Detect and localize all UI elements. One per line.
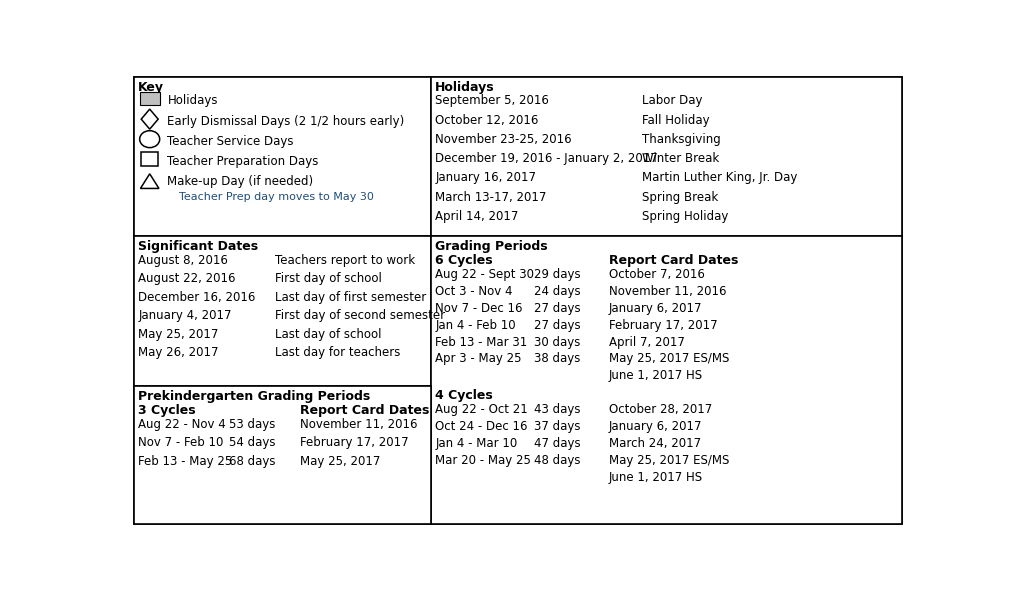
Text: Fall Holiday: Fall Holiday: [642, 114, 710, 127]
Text: Significant Dates: Significant Dates: [139, 240, 258, 253]
Text: Apr 3 - May 25: Apr 3 - May 25: [436, 352, 522, 365]
Text: Spring Break: Spring Break: [642, 191, 718, 203]
Text: First day of school: First day of school: [275, 273, 382, 286]
Bar: [431, 236, 902, 524]
Text: Labor Day: Labor Day: [642, 95, 703, 108]
Text: Aug 22 - Oct 21: Aug 22 - Oct 21: [436, 403, 528, 416]
Text: 3 Cycles: 3 Cycles: [139, 404, 196, 417]
Text: June 1, 2017 HS: June 1, 2017 HS: [609, 369, 703, 383]
Text: 48 days: 48 days: [534, 454, 580, 467]
Text: 37 days: 37 days: [534, 420, 580, 433]
Text: Grading Periods: Grading Periods: [436, 240, 548, 253]
Text: January 4, 2017: January 4, 2017: [139, 309, 232, 322]
Text: 4 Cycles: 4 Cycles: [436, 389, 493, 402]
Text: 30 days: 30 days: [534, 336, 580, 349]
Text: August 8, 2016: August 8, 2016: [139, 254, 228, 267]
Text: November 23-25, 2016: November 23-25, 2016: [436, 133, 572, 146]
Bar: [140, 92, 160, 105]
Text: Spring Holiday: Spring Holiday: [642, 210, 728, 223]
Text: Teacher Preparation Days: Teacher Preparation Days: [168, 155, 318, 168]
Text: 6 Cycles: 6 Cycles: [436, 254, 493, 267]
Text: October 28, 2017: October 28, 2017: [609, 403, 712, 416]
Text: Nov 7 - Feb 10: Nov 7 - Feb 10: [139, 436, 223, 449]
Text: 27 days: 27 days: [534, 302, 580, 315]
Text: February 17, 2017: February 17, 2017: [609, 318, 717, 331]
Bar: [134, 77, 431, 236]
Text: February 17, 2017: February 17, 2017: [300, 436, 408, 449]
Text: Teacher Prep day moves to May 30: Teacher Prep day moves to May 30: [179, 192, 374, 202]
Text: Nov 7 - Dec 16: Nov 7 - Dec 16: [436, 302, 523, 315]
Text: Martin Luther King, Jr. Day: Martin Luther King, Jr. Day: [642, 171, 797, 184]
Text: 68 days: 68 days: [229, 455, 276, 468]
Text: November 11, 2016: November 11, 2016: [300, 418, 418, 431]
Text: Make-up Day (if needed): Make-up Day (if needed): [168, 174, 313, 187]
Text: Jan 4 - Feb 10: Jan 4 - Feb 10: [436, 318, 516, 331]
Text: Last day of school: Last day of school: [275, 328, 382, 341]
Text: First day of second semester: First day of second semester: [275, 309, 445, 322]
Text: 43 days: 43 days: [534, 403, 580, 416]
Text: January 6, 2017: January 6, 2017: [609, 420, 702, 433]
Bar: [431, 77, 902, 236]
Text: June 1, 2017 HS: June 1, 2017 HS: [609, 471, 703, 484]
Text: Thanksgiving: Thanksgiving: [642, 133, 721, 146]
Text: Report Card Dates: Report Card Dates: [300, 404, 430, 417]
Text: 27 days: 27 days: [534, 318, 580, 331]
Text: 38 days: 38 days: [534, 352, 580, 365]
Text: November 11, 2016: November 11, 2016: [609, 284, 726, 298]
Text: August 22, 2016: August 22, 2016: [139, 273, 236, 286]
Text: Holidays: Holidays: [436, 81, 495, 93]
Text: Early Dismissal Days (2 1/2 hours early): Early Dismissal Days (2 1/2 hours early): [168, 114, 404, 127]
Text: May 25, 2017 ES/MS: May 25, 2017 ES/MS: [609, 352, 729, 365]
Text: March 24, 2017: March 24, 2017: [609, 437, 701, 450]
Text: March 13-17, 2017: March 13-17, 2017: [436, 191, 547, 203]
Text: October 12, 2016: October 12, 2016: [436, 114, 539, 127]
Text: Aug 22 - Nov 4: Aug 22 - Nov 4: [139, 418, 225, 431]
Text: January 6, 2017: January 6, 2017: [609, 302, 702, 315]
Text: Key: Key: [139, 81, 164, 93]
Text: Teacher Service Days: Teacher Service Days: [168, 134, 294, 148]
Text: Holidays: Holidays: [168, 95, 218, 108]
Text: Last day for teachers: Last day for teachers: [275, 346, 400, 359]
Text: Oct 24 - Dec 16: Oct 24 - Dec 16: [436, 420, 528, 433]
Text: Oct 3 - Nov 4: Oct 3 - Nov 4: [436, 284, 513, 298]
Text: December 16, 2016: December 16, 2016: [139, 291, 256, 304]
Text: May 25, 2017: May 25, 2017: [139, 328, 218, 341]
Text: Mar 20 - May 25: Mar 20 - May 25: [436, 454, 531, 467]
Text: 47 days: 47 days: [534, 437, 580, 450]
Text: October 7, 2016: October 7, 2016: [609, 268, 705, 281]
Text: Feb 13 - May 25: Feb 13 - May 25: [139, 455, 233, 468]
Text: April 14, 2017: April 14, 2017: [436, 210, 519, 223]
Bar: [134, 236, 431, 386]
Text: Winter Break: Winter Break: [642, 152, 719, 165]
Text: December 19, 2016 - January 2, 2017: December 19, 2016 - January 2, 2017: [436, 152, 658, 165]
Text: 29 days: 29 days: [534, 268, 580, 281]
Bar: [134, 386, 431, 524]
Text: May 25, 2017 ES/MS: May 25, 2017 ES/MS: [609, 454, 729, 467]
Text: 53 days: 53 days: [229, 418, 275, 431]
Text: Aug 22 - Sept 30: Aug 22 - Sept 30: [436, 268, 535, 281]
Text: May 26, 2017: May 26, 2017: [139, 346, 218, 359]
Text: 24 days: 24 days: [534, 284, 580, 298]
Bar: [142, 152, 158, 166]
Text: Teachers report to work: Teachers report to work: [275, 254, 416, 267]
Text: Report Card Dates: Report Card Dates: [609, 254, 738, 267]
Text: May 25, 2017: May 25, 2017: [300, 455, 380, 468]
Text: January 16, 2017: January 16, 2017: [436, 171, 537, 184]
Text: Prekindergarten Grading Periods: Prekindergarten Grading Periods: [139, 390, 370, 403]
Text: Feb 13 - Mar 31: Feb 13 - Mar 31: [436, 336, 528, 349]
Text: April 7, 2017: April 7, 2017: [609, 336, 684, 349]
Text: September 5, 2016: September 5, 2016: [436, 95, 549, 108]
Text: 54 days: 54 days: [229, 436, 276, 449]
Text: Last day of first semester: Last day of first semester: [275, 291, 427, 304]
Text: Jan 4 - Mar 10: Jan 4 - Mar 10: [436, 437, 518, 450]
